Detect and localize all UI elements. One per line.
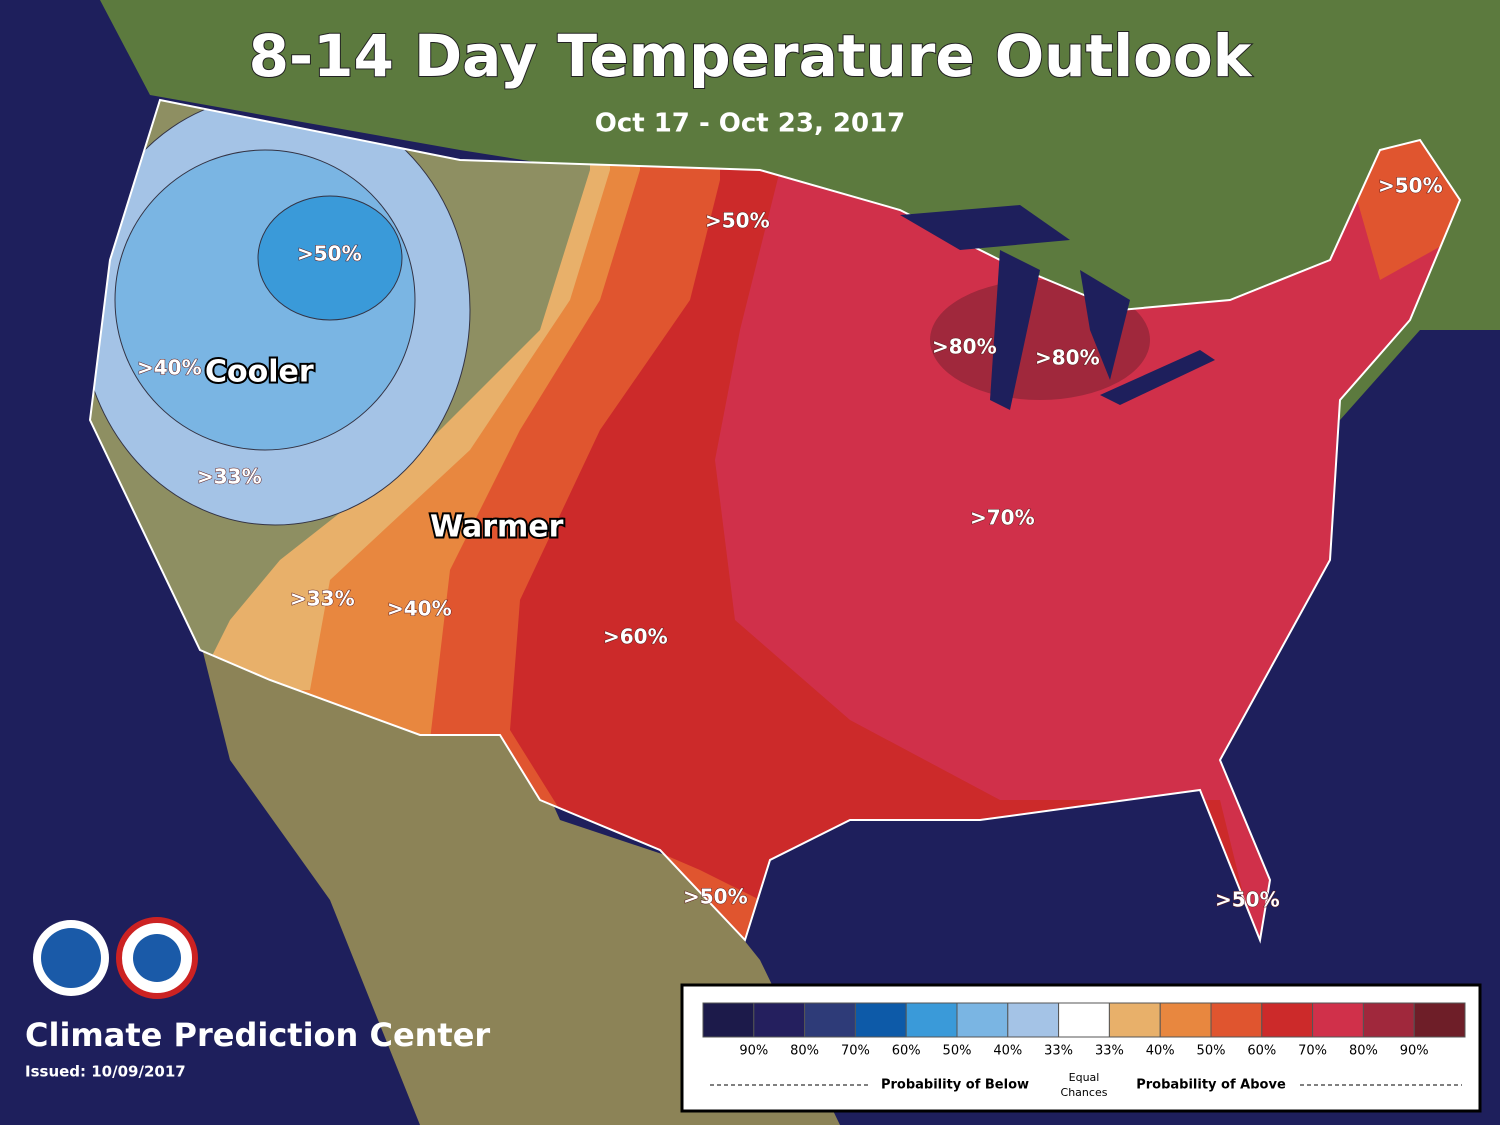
mexico: [200, 640, 840, 1125]
lake-superior: [900, 205, 1070, 250]
subtitle: Oct 17 - Oct 23, 2017: [595, 109, 906, 139]
lake-huron: [1080, 270, 1130, 380]
legend-swatch: [1058, 1002, 1110, 1038]
lake-erie: [1100, 350, 1215, 405]
legend-label: 70%: [1298, 1044, 1327, 1059]
region-label: >50%: [705, 209, 770, 233]
legend-swatch: [753, 1002, 806, 1038]
legend-label: 50%: [943, 1044, 972, 1059]
region-label: >40%: [387, 597, 452, 621]
map-labels: >50%>40% Cooler>33%Warmer>33% >40%>50%>60%…: [137, 173, 1444, 912]
region-label: >33%: [290, 587, 355, 611]
legend-label: 90%: [739, 1044, 768, 1059]
lake-michigan: [990, 250, 1040, 410]
legend-label: 90%: [1400, 1044, 1429, 1059]
equal-label: Equal: [1069, 1071, 1100, 1084]
region-label: >40%: [137, 356, 202, 380]
legend-swatch: [1261, 1002, 1314, 1038]
center-name: Climate Prediction Center: [25, 1016, 490, 1054]
legend-label: 50%: [1197, 1044, 1226, 1059]
legend-label: 80%: [790, 1044, 819, 1059]
legend-label: 33%: [1095, 1044, 1124, 1059]
legend-swatch: [1210, 1002, 1263, 1038]
legend-swatch: [702, 1002, 755, 1038]
region-label: >50%: [1378, 174, 1443, 198]
legend-label: 33%: [1044, 1044, 1073, 1059]
legend-swatch: [1362, 1002, 1415, 1038]
nws-logo-inner: [133, 934, 181, 982]
noaa-logo-inner: [41, 928, 101, 988]
legend-swatch: [1159, 1002, 1212, 1038]
region-label: >80%: [932, 335, 997, 359]
region-label: >50%: [683, 885, 748, 909]
legend-swatch: [1312, 1002, 1364, 1038]
legend-swatch: [854, 1002, 907, 1038]
legend-label: 40%: [993, 1044, 1022, 1059]
below-label: Probability of Below: [881, 1078, 1029, 1093]
legend-swatch: [956, 1002, 1009, 1038]
region-label: Cooler: [205, 355, 314, 390]
legend-label: 80%: [1349, 1044, 1378, 1059]
legend-label: 70%: [841, 1044, 870, 1059]
legend-label: 60%: [1247, 1044, 1276, 1059]
region-label: >50%: [297, 242, 362, 266]
legend: 90% 80% 70% 60% 50% 40% 33% 33% 40% 50% 60% 70% 80% 9…: [702, 1002, 1466, 1059]
region-label: >50%: [1215, 888, 1280, 912]
region-label: >60%: [603, 625, 668, 649]
legend-swatch: [905, 1002, 958, 1038]
legend-swatch: [1413, 1002, 1466, 1038]
title: 8-14 Day Temperature Outlook: [249, 22, 1253, 90]
legend-label: 60%: [892, 1044, 921, 1059]
region-label: Warmer: [430, 510, 564, 545]
legend-swatch: [804, 1002, 856, 1038]
region-label: >33%: [197, 465, 262, 489]
region-label: >80%: [1035, 346, 1100, 370]
legend-swatch: [1007, 1002, 1060, 1038]
legend-label: 40%: [1146, 1044, 1175, 1059]
above-label: Probability of Above: [1136, 1078, 1286, 1093]
region-label: >70%: [970, 506, 1035, 530]
legend-swatch: [1108, 1002, 1161, 1038]
equal-label: Chances: [1061, 1086, 1108, 1099]
issued: Issued: 10/09/2017: [25, 1063, 186, 1081]
